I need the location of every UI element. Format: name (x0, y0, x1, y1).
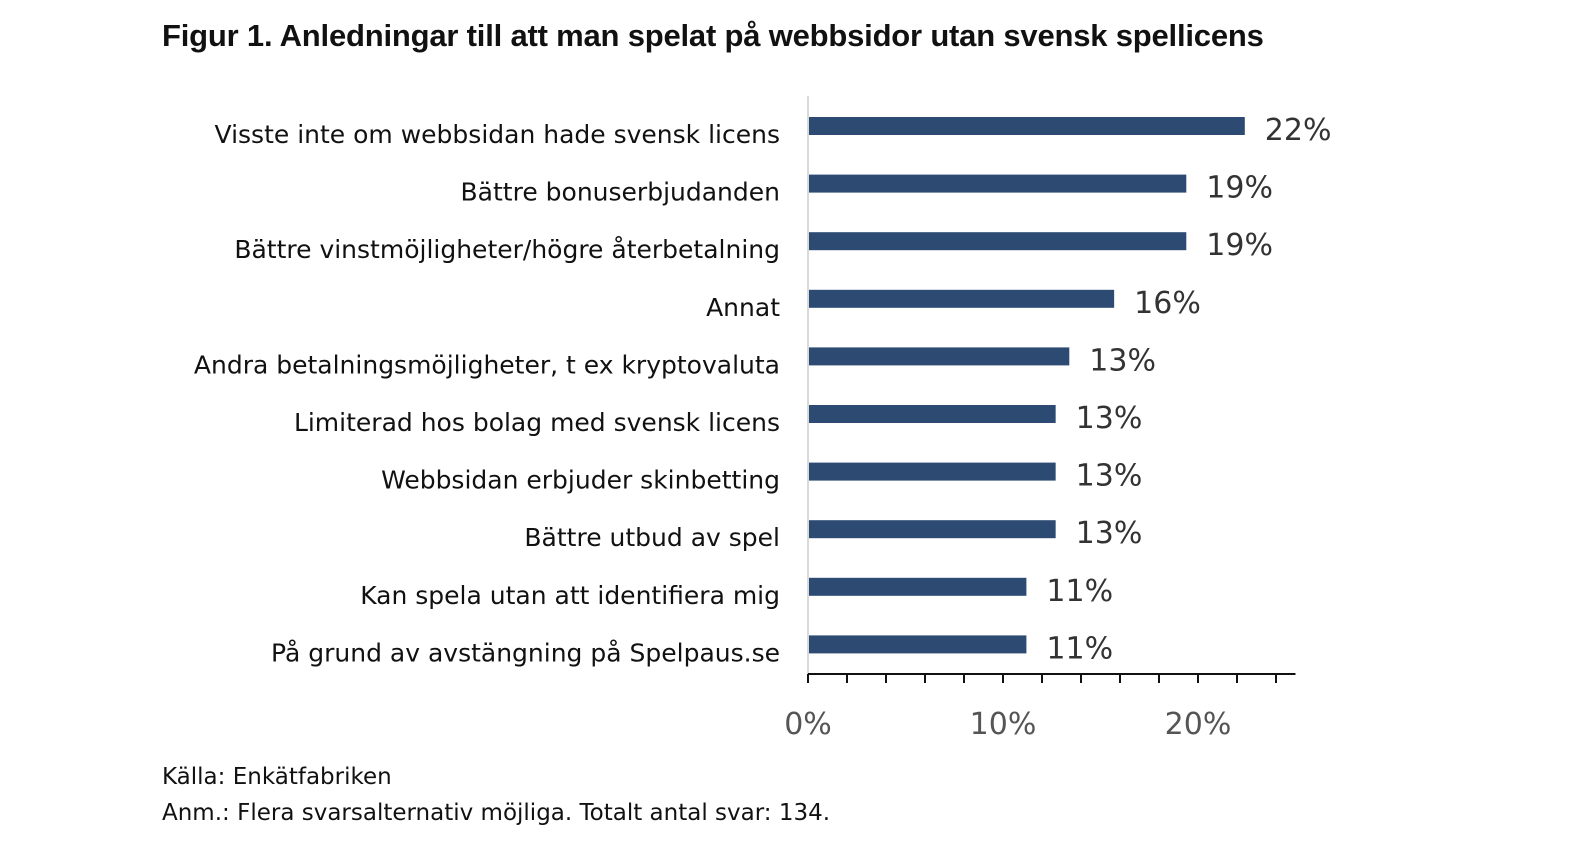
value-label: 13% (1089, 343, 1156, 378)
chart-title: Figur 1. Anledningar till att man spelat… (162, 18, 1264, 53)
value-label: 11% (1046, 631, 1113, 666)
x-tick-label: 0% (784, 707, 832, 742)
bar (809, 577, 1027, 596)
category-label: Kan spela utan att identifiera mig (360, 581, 780, 610)
category-label: På grund av avstängning på Spelpaus.se (271, 638, 780, 667)
bar (809, 635, 1027, 654)
value-label: 19% (1206, 171, 1273, 206)
category-label: Bättre bonuserbjudanden (461, 178, 780, 207)
category-label: Webbsidan erbjuder skinbetting (381, 466, 780, 495)
bars (809, 117, 1245, 654)
value-label: 16% (1134, 286, 1201, 321)
bar (809, 405, 1056, 423)
x-tick-label: 20% (1165, 707, 1232, 742)
category-label: Limiterad hos bolag med svensk licens (294, 408, 780, 437)
category-label: Visste inte om webbsidan hade svensk lic… (215, 120, 780, 149)
value-label: 11% (1046, 574, 1113, 609)
remark-note: Anm.: Flera svarsalternativ möjliga. Tot… (162, 800, 831, 826)
category-label: Bättre vinstmöjligheter/högre återbetaln… (234, 235, 780, 264)
bar (809, 462, 1056, 481)
value-label: 13% (1076, 459, 1143, 494)
bar-chart: Visste inte om webbsidan hade svensk lic… (194, 96, 1331, 742)
value-labels: 22%19%19%16%13%13%13%13%11%11% (1046, 113, 1331, 666)
category-label: Andra betalningsmöjligheter, t ex krypto… (194, 350, 780, 379)
source-note: Källa: Enkätfabriken (162, 764, 392, 790)
bar (809, 347, 1070, 366)
axes (807, 96, 1296, 683)
category-label: Bättre utbud av spel (524, 523, 780, 552)
bar (809, 117, 1245, 135)
bar (809, 289, 1115, 308)
category-labels: Visste inte om webbsidan hade svensk lic… (194, 120, 780, 667)
value-label: 19% (1206, 228, 1273, 263)
bar (809, 520, 1056, 539)
bar (809, 232, 1187, 251)
value-label: 13% (1076, 401, 1143, 436)
value-label: 22% (1265, 113, 1332, 148)
bar (809, 174, 1187, 193)
tick-labels: 0% 10% 20% (784, 707, 1231, 742)
x-tick-label: 10% (970, 707, 1037, 742)
category-label: Annat (706, 293, 780, 322)
value-label: 13% (1076, 516, 1143, 551)
